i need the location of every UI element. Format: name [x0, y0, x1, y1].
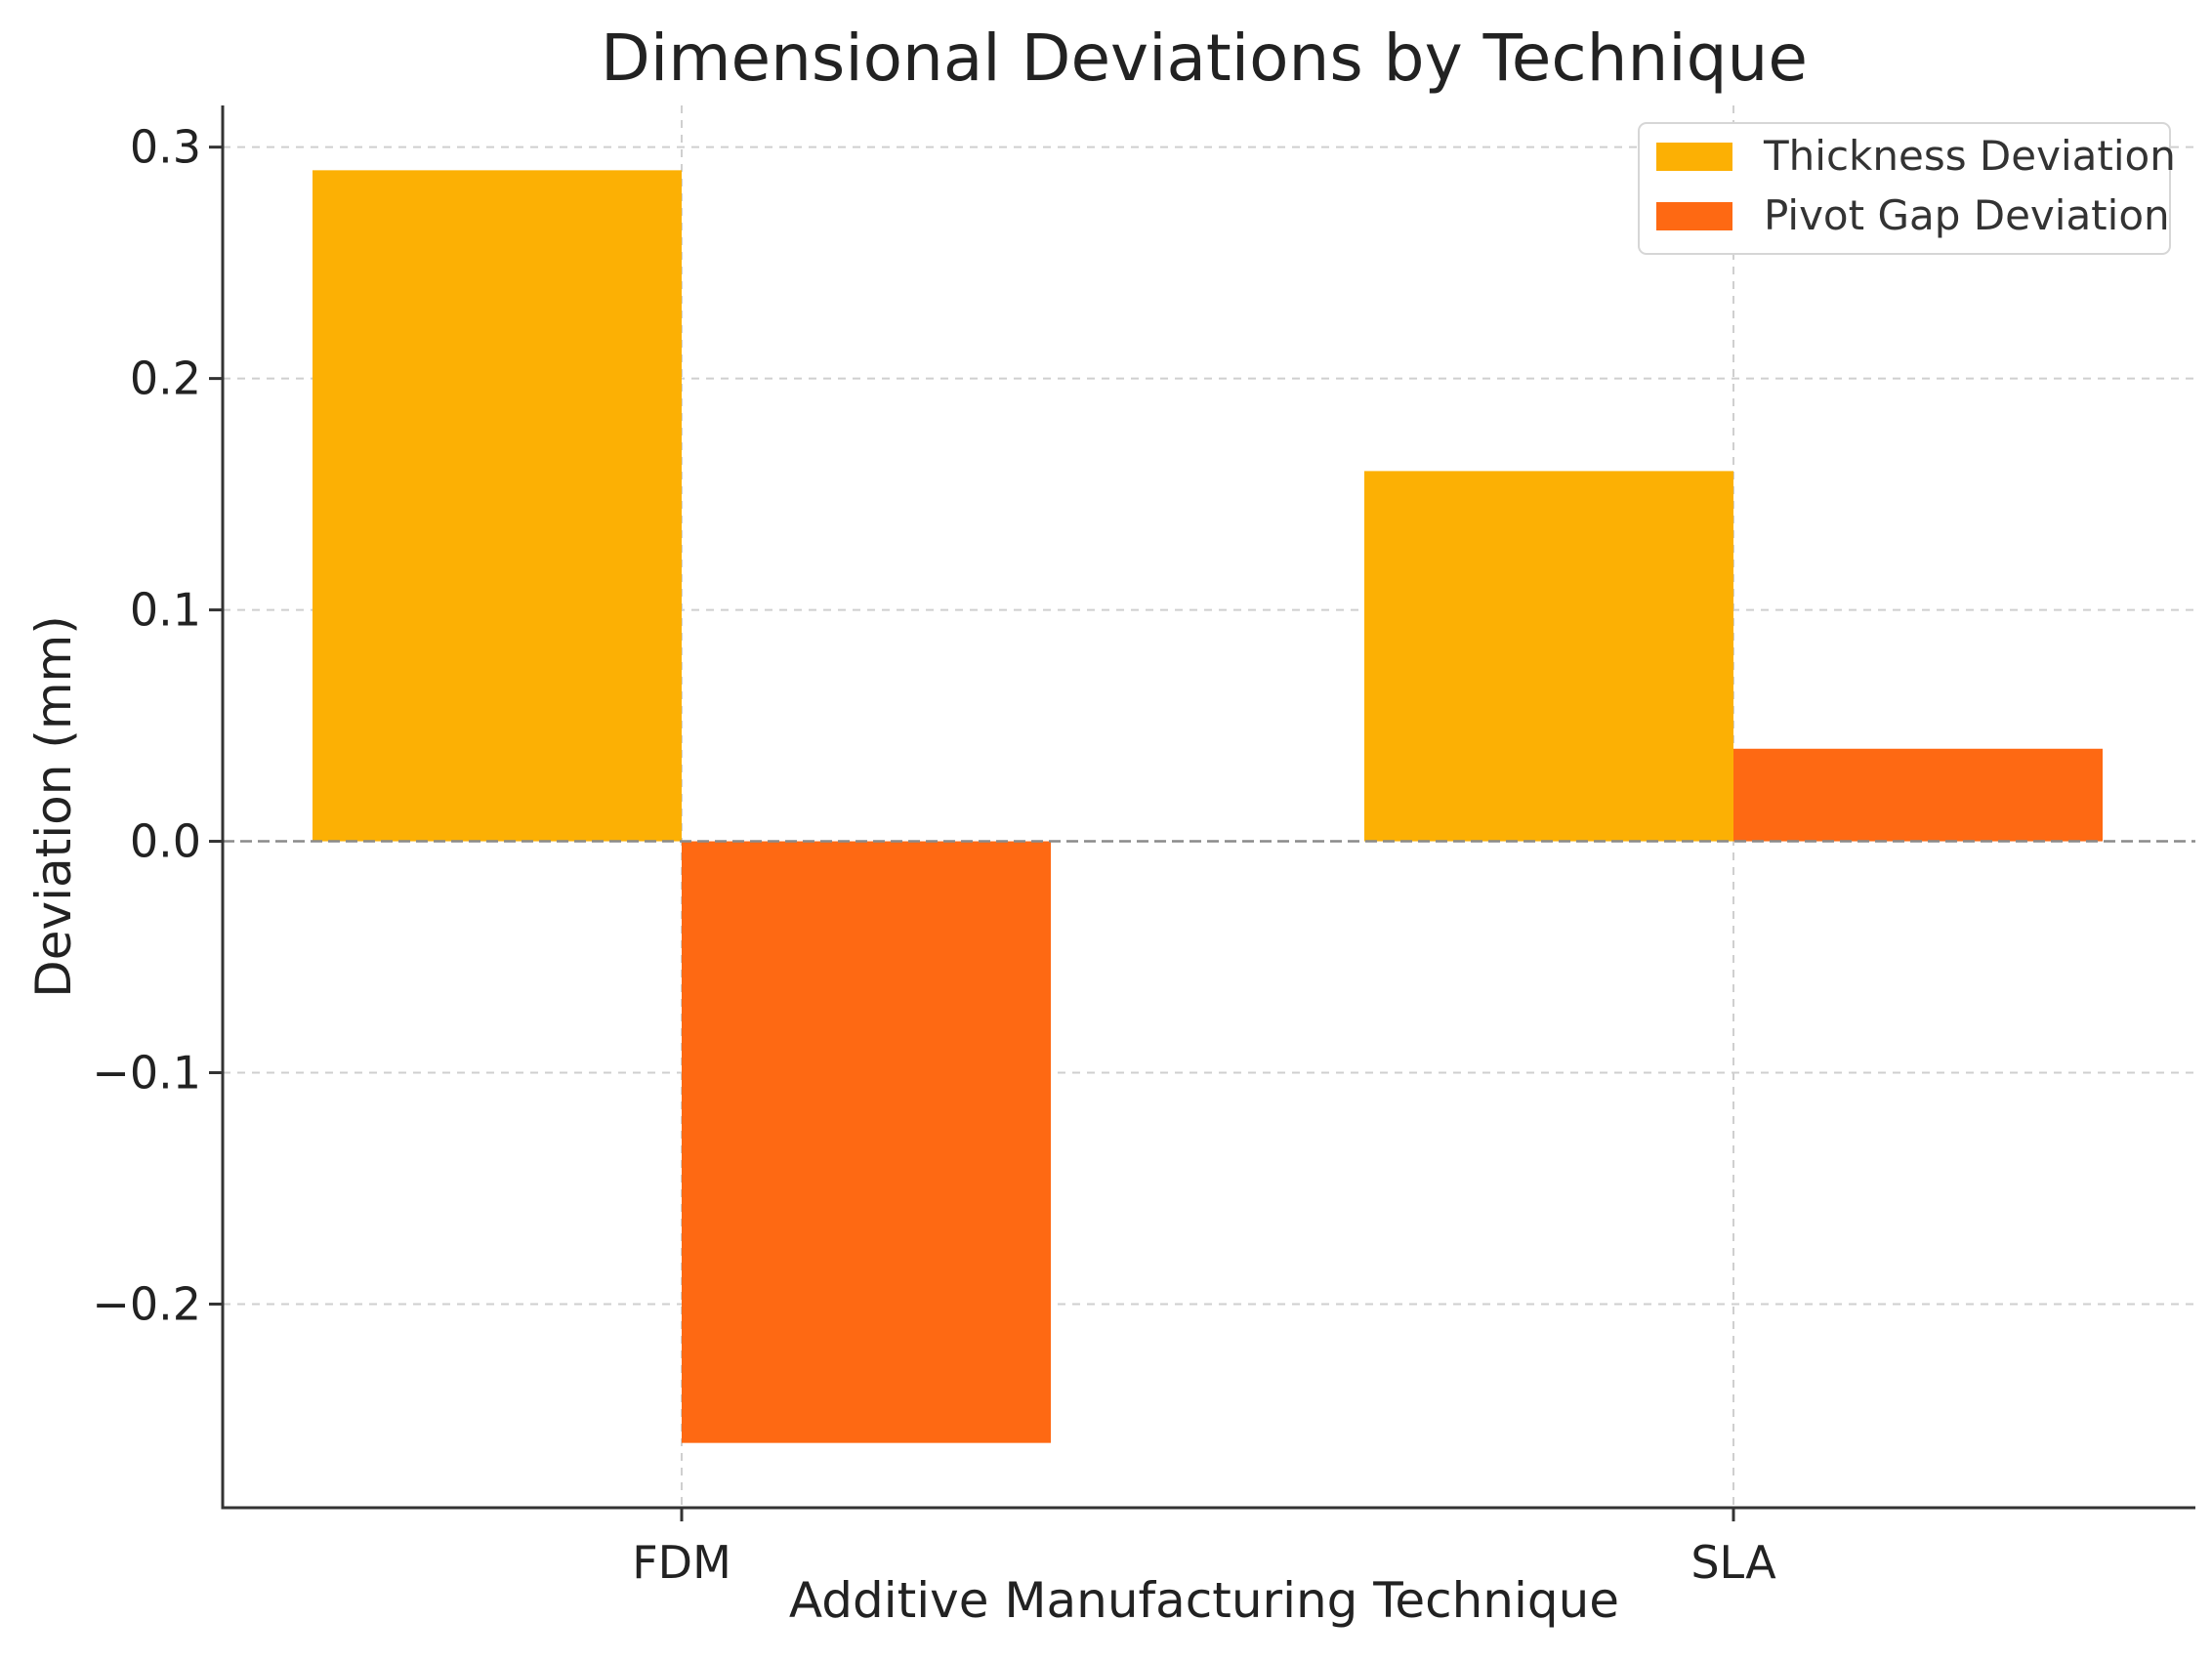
y-axis-label: Deviation (mm): [25, 615, 82, 997]
bar-sla-pivot-gap: [1733, 748, 2103, 842]
legend-swatch-pivot-gap: [1656, 202, 1732, 230]
x-axis-label: Additive Manufacturing Technique: [789, 1572, 1619, 1629]
chart-title: Dimensional Deviations by Technique: [601, 21, 1808, 96]
y-tick-label: −0.2: [92, 1277, 201, 1330]
bar-sla-thickness: [1364, 471, 1733, 842]
x-ticks: FDM SLA: [632, 1508, 1776, 1589]
x-tick-label: SLA: [1690, 1536, 1776, 1589]
x-tick-label: FDM: [632, 1536, 731, 1589]
bar-fdm-pivot-gap: [682, 841, 1051, 1443]
legend-swatch-thickness: [1656, 143, 1732, 171]
legend-box: [1638, 122, 2171, 255]
legend: Thickness Deviation Pivot Gap Deviation: [1638, 122, 2176, 255]
legend-label-pivot-gap: Pivot Gap Deviation: [1764, 191, 2170, 239]
y-ticks: 0.3 0.2 0.1 0.0 −0.1 −0.2: [92, 121, 223, 1330]
bar-layer: [223, 170, 2195, 1443]
y-tick-label: 0.1: [130, 584, 201, 637]
legend-label-thickness: Thickness Deviation: [1763, 132, 2176, 180]
y-tick-label: 0.0: [130, 815, 201, 868]
axis-spines: [221, 105, 2195, 1510]
y-tick-label: 0.3: [130, 121, 201, 174]
y-tick-label: 0.2: [130, 353, 201, 405]
bar-fdm-thickness: [313, 170, 682, 842]
y-tick-label: −0.1: [92, 1047, 201, 1100]
axes-layer: [221, 105, 2195, 1510]
